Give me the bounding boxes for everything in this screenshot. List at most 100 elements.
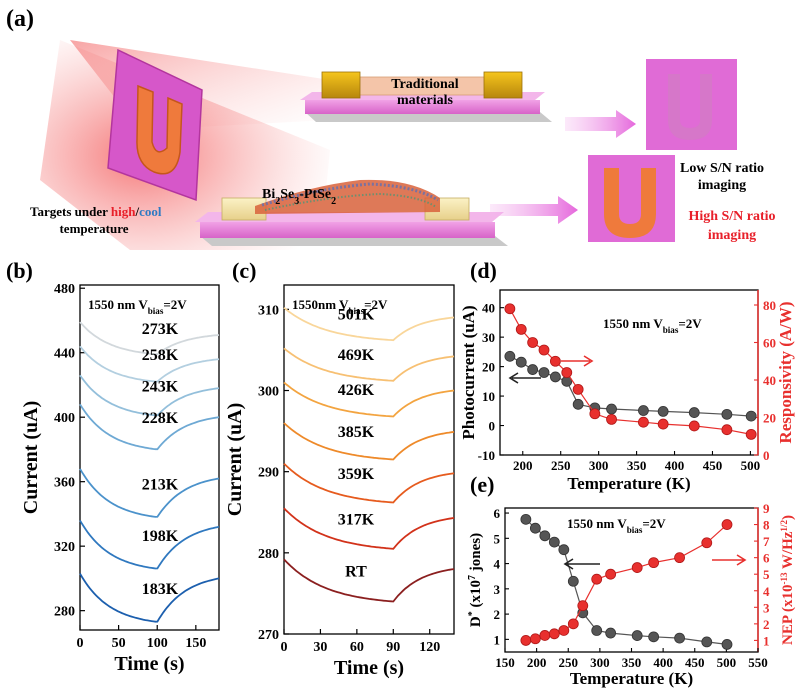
data-point	[515, 356, 527, 368]
data-point	[674, 632, 685, 644]
data-point	[606, 413, 617, 425]
data-point	[577, 600, 589, 612]
series-label: 243K	[142, 378, 179, 395]
data-point	[745, 428, 757, 440]
traditional-device: Traditional materials	[300, 71, 552, 122]
y2-tick-label: 40	[763, 373, 776, 388]
y-tick-label: 320	[54, 540, 75, 555]
arrow-top	[565, 110, 636, 138]
data-point	[721, 519, 733, 530]
series-line	[79, 321, 220, 356]
y2-tick-label: 8	[763, 518, 770, 533]
series-line	[283, 347, 455, 382]
y-tick-label: 310	[258, 303, 279, 318]
data-point	[631, 630, 643, 641]
x-tick-label: 30	[313, 640, 327, 655]
y-tick-label: 3	[494, 582, 501, 597]
data-point	[529, 633, 541, 645]
series-line	[79, 374, 220, 417]
series-line	[79, 519, 220, 570]
x-tick-label: 250	[551, 458, 571, 473]
series-line	[283, 381, 455, 418]
x-tick-label: 0	[77, 636, 84, 651]
series-label: 213K	[142, 476, 179, 493]
y2-tick-label: 4	[763, 584, 770, 599]
y-tick-label: 0	[489, 419, 496, 434]
right-axis-arrow	[561, 355, 594, 367]
high-sn-label-line1: High S/N ratio	[688, 209, 775, 224]
data-point	[539, 530, 551, 542]
data-point	[558, 625, 570, 636]
data-point	[606, 403, 617, 415]
data-point	[589, 408, 601, 420]
annotation: 1550 nm Vbias=2V	[88, 297, 187, 316]
x-tick-label: 150	[495, 655, 515, 670]
series-line	[79, 403, 220, 451]
y-tick-label: 40	[482, 301, 495, 316]
data-point	[548, 628, 560, 640]
material-label: Bi2Se3-PtSe2	[262, 187, 336, 207]
target-plate	[107, 48, 203, 202]
series-label: 501K	[338, 307, 375, 324]
data-point	[631, 562, 643, 573]
x-tick-label: 400	[665, 458, 685, 473]
annotation: 1550 nm Vbias=2V	[567, 516, 666, 535]
data-point	[657, 418, 669, 430]
series-label: RT	[345, 564, 367, 581]
data-point	[701, 636, 713, 648]
series-line	[283, 307, 455, 342]
y2-tick-label: 20	[763, 411, 776, 426]
y-tick-label: 280	[54, 605, 75, 620]
series-label: 273K	[142, 321, 179, 338]
data-point	[548, 536, 560, 548]
data-point	[721, 424, 733, 436]
x-tick-label: 50	[112, 636, 126, 651]
data-point	[605, 627, 617, 639]
data-point	[745, 410, 757, 422]
data-point	[638, 416, 649, 428]
y2-tick-label: 0	[763, 448, 770, 463]
low-sn-label-line1: Low S/N ratio	[680, 161, 764, 176]
data-point	[527, 364, 539, 375]
data-point	[605, 568, 617, 580]
annotation: 1550nm Vbias=2V	[292, 297, 388, 316]
series-label: 469K	[338, 347, 375, 364]
data-point	[721, 639, 733, 650]
heterostructure-device: Bi2Se3-PtSe2	[195, 179, 508, 246]
y-tick-label: 6	[494, 506, 501, 521]
x-tick-label: 300	[589, 458, 609, 473]
data-point	[558, 544, 570, 556]
y-tick-label: 5	[494, 531, 501, 546]
data-point	[591, 573, 603, 585]
data-point	[648, 557, 660, 569]
x-tick-label: 500	[717, 655, 737, 670]
annotation: 1550 nm Vbias=2V	[603, 316, 702, 335]
panel-a-schematic: (a) Traditional materials	[6, 6, 776, 250]
low-sn-label-line2: imaging	[698, 178, 746, 193]
plot-frame	[283, 284, 455, 635]
x-tick-label: 60	[350, 640, 364, 655]
series-line	[283, 558, 455, 603]
x-tick-label: 120	[419, 640, 440, 655]
y2-tick-label: 5	[763, 567, 770, 582]
chart-e-detectivity-nep: 150 200 250 300 350 400 450 500 5501234561234567…	[467, 501, 796, 688]
series-label: 183K	[142, 581, 179, 598]
data-point	[688, 407, 700, 418]
left-axis-arrow	[508, 372, 541, 384]
y-tick-label: -10	[478, 448, 495, 463]
arrow-bottom	[490, 196, 578, 224]
series-line	[79, 573, 220, 623]
y-axis-label: Current (uA)	[224, 403, 246, 517]
x-axis-label: Time (s)	[334, 657, 404, 679]
data-point	[567, 575, 579, 587]
series-label: 198K	[142, 528, 179, 545]
x-tick-label: 300	[590, 655, 610, 670]
data-point	[567, 618, 579, 630]
series-line	[79, 468, 220, 518]
data-point	[538, 344, 550, 356]
y2-tick-label: 9	[763, 501, 770, 516]
low-sn-image	[646, 59, 737, 150]
y-axis-label: Current (uA)	[20, 401, 42, 515]
y-tick-label: 280	[258, 547, 279, 562]
